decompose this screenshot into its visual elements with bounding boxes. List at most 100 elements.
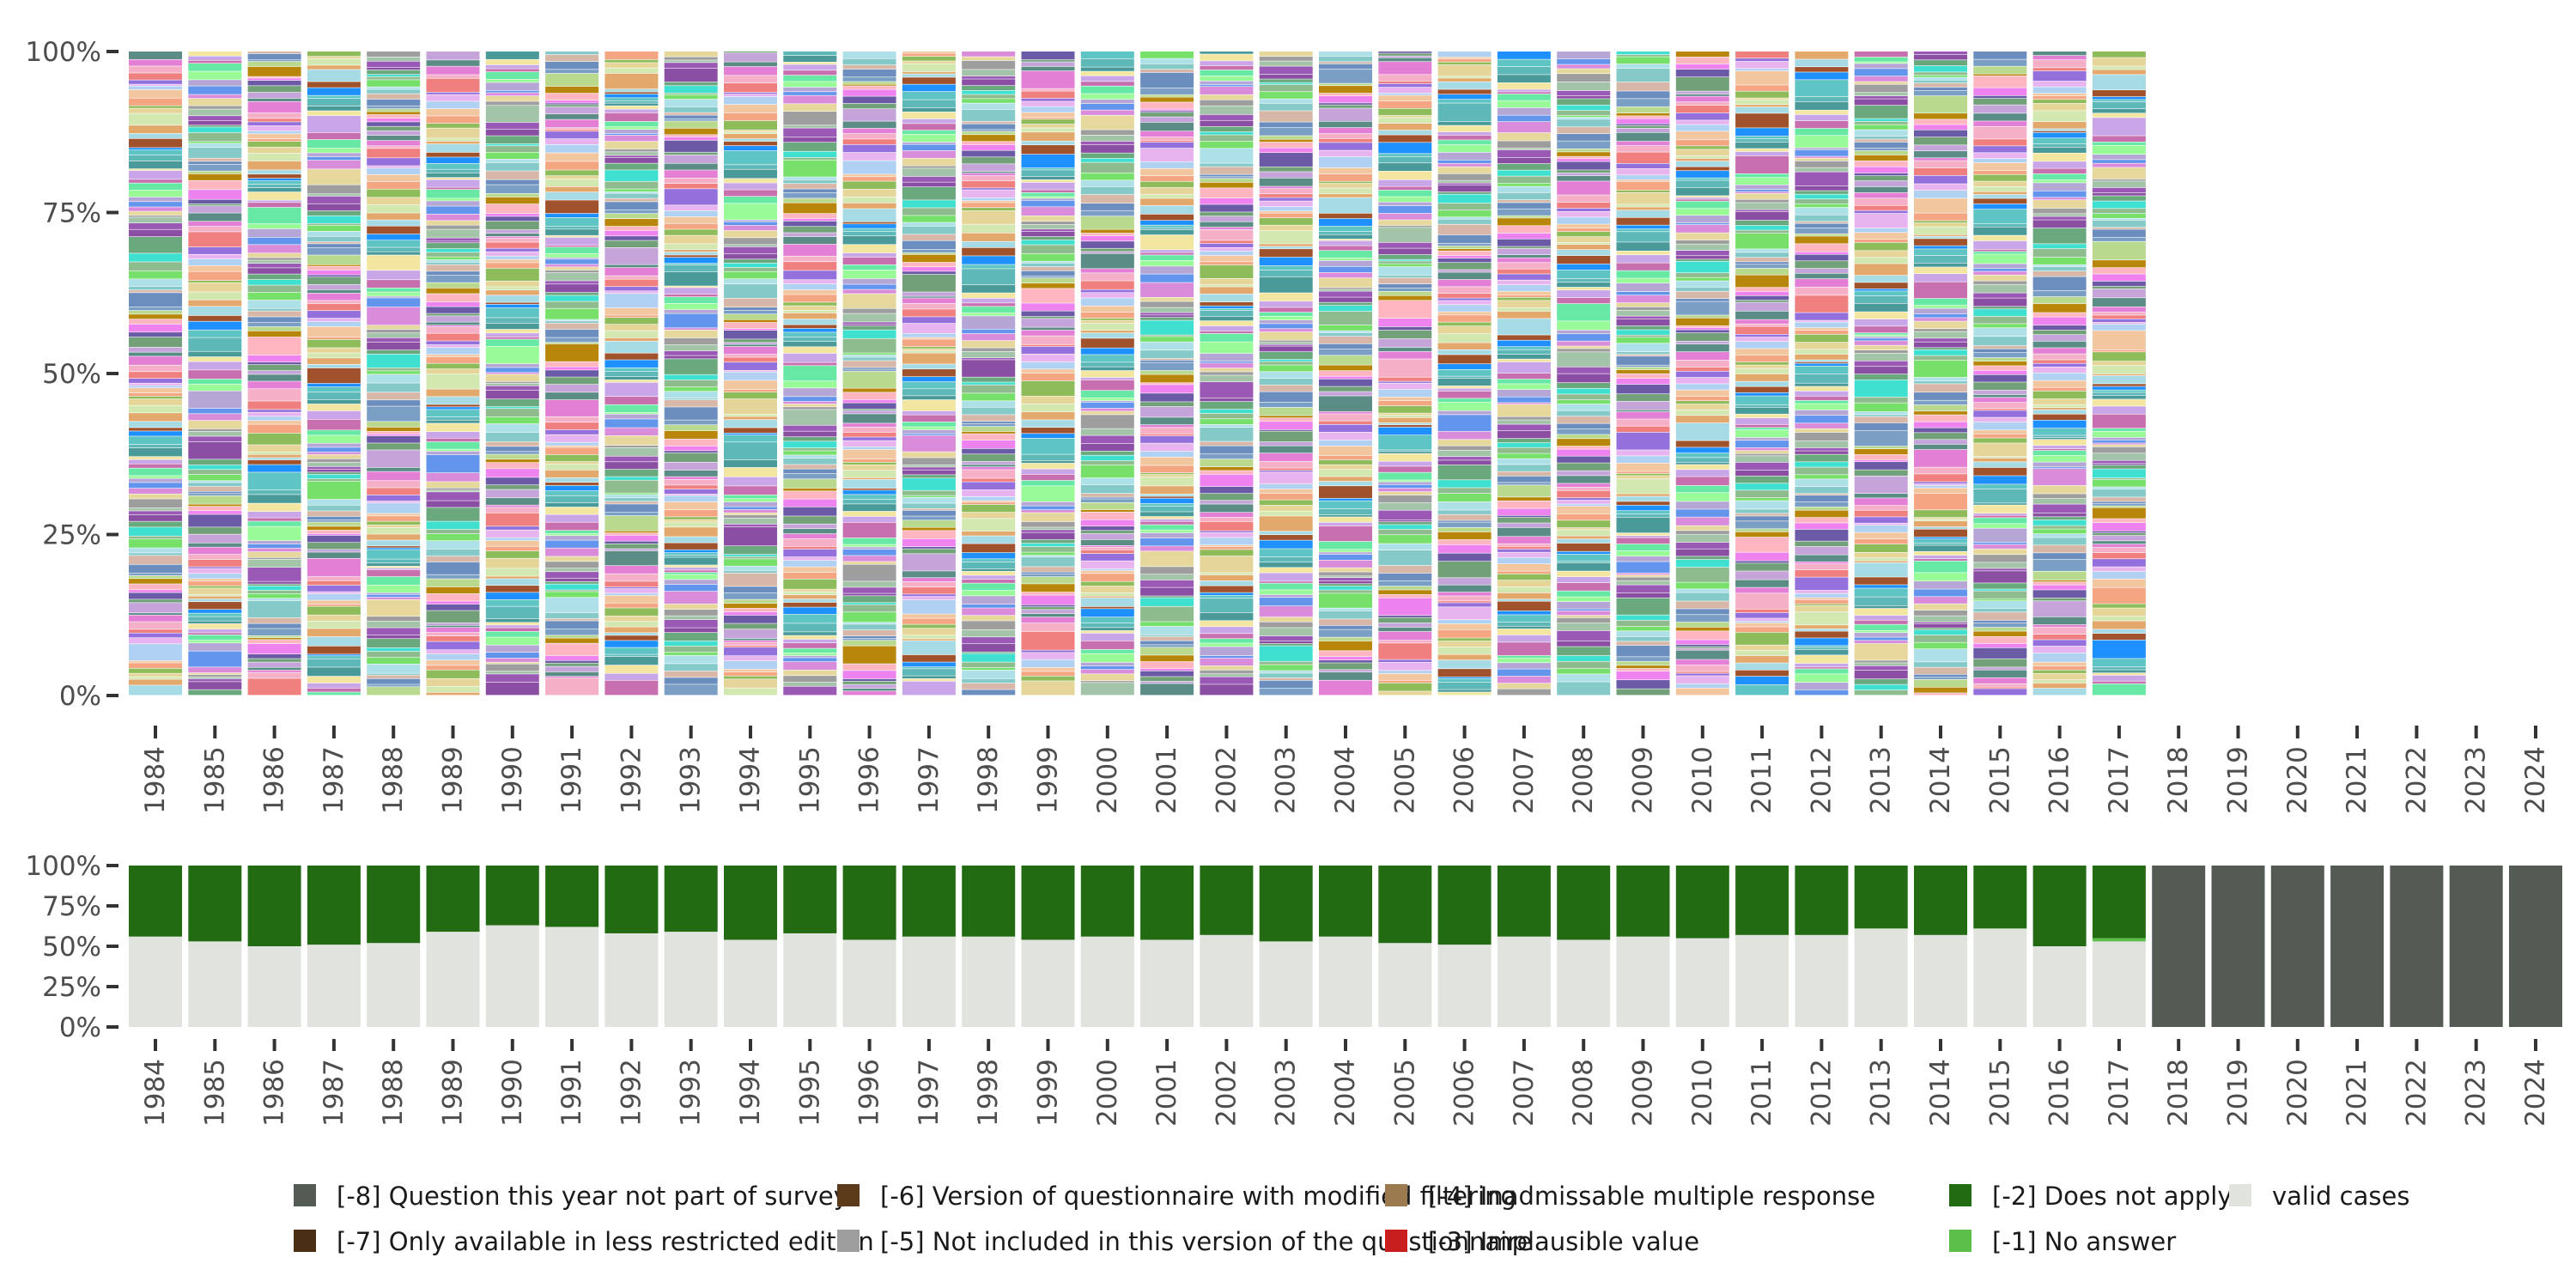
bar-segment xyxy=(485,193,539,197)
bar-segment xyxy=(367,563,421,567)
bar-segment xyxy=(1021,613,1075,617)
bar-segment xyxy=(307,223,361,226)
bar-segment xyxy=(1973,174,2027,181)
bar-segment xyxy=(1616,99,1670,107)
bar-segment xyxy=(307,580,361,586)
bar-segment xyxy=(485,662,539,664)
bar-segment xyxy=(307,522,361,526)
bar-segment xyxy=(1437,450,1492,457)
bar-segment xyxy=(1557,283,1611,288)
bar-segment xyxy=(247,66,301,76)
stacked-bar xyxy=(1080,866,1134,1027)
bar-segment xyxy=(1140,161,1194,168)
bar-segment xyxy=(724,501,777,507)
bar-segment xyxy=(902,681,956,696)
bar-segment xyxy=(307,95,361,99)
bar-segment xyxy=(2032,407,2087,410)
bar-segment xyxy=(902,182,956,187)
bar-segment xyxy=(962,298,1016,303)
bar-segment xyxy=(1140,234,1194,250)
bar-segment xyxy=(962,76,1016,79)
bar-segment xyxy=(1259,646,1313,661)
bar-segment xyxy=(1735,407,1789,414)
bar-segment xyxy=(1200,76,1254,81)
bar-segment xyxy=(1319,311,1372,325)
bar-segment xyxy=(605,504,659,513)
bar-segment xyxy=(188,534,242,543)
bar-segment xyxy=(545,677,599,696)
bar-segment xyxy=(485,526,539,530)
x-tick-label: 1985 xyxy=(199,1059,230,1127)
bar-segment xyxy=(485,197,539,204)
bar-segment xyxy=(1080,574,1134,581)
bar-segment xyxy=(842,477,896,480)
bar-segment xyxy=(1854,242,1908,251)
bar-segment xyxy=(724,92,777,94)
bar-segment xyxy=(1557,623,1611,631)
bar-segment xyxy=(1914,54,1967,60)
bar-segment xyxy=(188,265,242,271)
bar-segment xyxy=(842,538,896,544)
bar-segment xyxy=(307,326,361,337)
bar-segment xyxy=(1914,95,1967,113)
bar-segment xyxy=(2092,571,2146,580)
bar-segment xyxy=(2032,624,2087,628)
bar-segment xyxy=(247,364,301,371)
bar-segment xyxy=(664,118,718,121)
bar-segment xyxy=(902,222,956,226)
bar-segment xyxy=(1973,337,2027,346)
bar-segment xyxy=(783,270,837,280)
bar-segment xyxy=(426,252,480,257)
bar-segment xyxy=(1675,171,1729,178)
bar-segment xyxy=(1497,274,1551,280)
bar-segment xyxy=(962,653,1016,662)
bar-segment xyxy=(307,276,361,285)
bar-segment xyxy=(1437,263,1492,270)
bar-segment xyxy=(1437,520,1492,522)
bar-segment xyxy=(962,385,1016,393)
bar-segment xyxy=(664,684,718,696)
bar-segment xyxy=(783,437,837,441)
bar-segment xyxy=(1973,430,2027,434)
bar-segment xyxy=(485,477,539,485)
bar-segment xyxy=(1675,244,1729,251)
bar-segment xyxy=(1735,185,1789,190)
bar-segment xyxy=(426,221,480,225)
bar-segment xyxy=(664,309,718,313)
bar-segment xyxy=(1378,347,1432,352)
bar-segment xyxy=(2032,640,2087,647)
bar-segment xyxy=(1557,449,1611,456)
bar-segment xyxy=(426,529,480,534)
bar-segment xyxy=(1557,543,1611,551)
bar-segment xyxy=(1140,266,1194,274)
bar-segment xyxy=(1080,497,1134,499)
bar-segment xyxy=(1914,422,1967,428)
bar-segment xyxy=(1854,149,1908,151)
bar-segment xyxy=(664,646,718,653)
bar-segment xyxy=(1854,380,1908,398)
bar-segment xyxy=(1795,136,1849,148)
bar-segment xyxy=(1557,58,1611,64)
bar-segment xyxy=(1437,446,1492,451)
bar-segment xyxy=(129,262,182,271)
bar-segment xyxy=(2092,463,2146,465)
bar-segment xyxy=(1319,866,1372,937)
bar-segment xyxy=(1080,362,1134,367)
bar-segment xyxy=(1080,502,1134,510)
bar-segment xyxy=(247,526,301,541)
bar-segment xyxy=(1259,197,1313,201)
bar-segment xyxy=(2092,281,2146,287)
bar-segment xyxy=(1021,207,1075,216)
bar-segment xyxy=(1616,620,1670,627)
bar-segment xyxy=(2032,653,2087,662)
bar-segment xyxy=(1854,186,1908,193)
bar-segment xyxy=(1616,573,1670,575)
bar-segment xyxy=(605,59,659,63)
bar-segment xyxy=(842,174,896,177)
bar-segment xyxy=(1021,671,1075,677)
bar-segment xyxy=(1437,539,1492,545)
bar-segment xyxy=(1319,481,1372,486)
bar-segment xyxy=(545,530,599,534)
bar-segment xyxy=(426,579,480,587)
bar-segment xyxy=(724,507,777,510)
